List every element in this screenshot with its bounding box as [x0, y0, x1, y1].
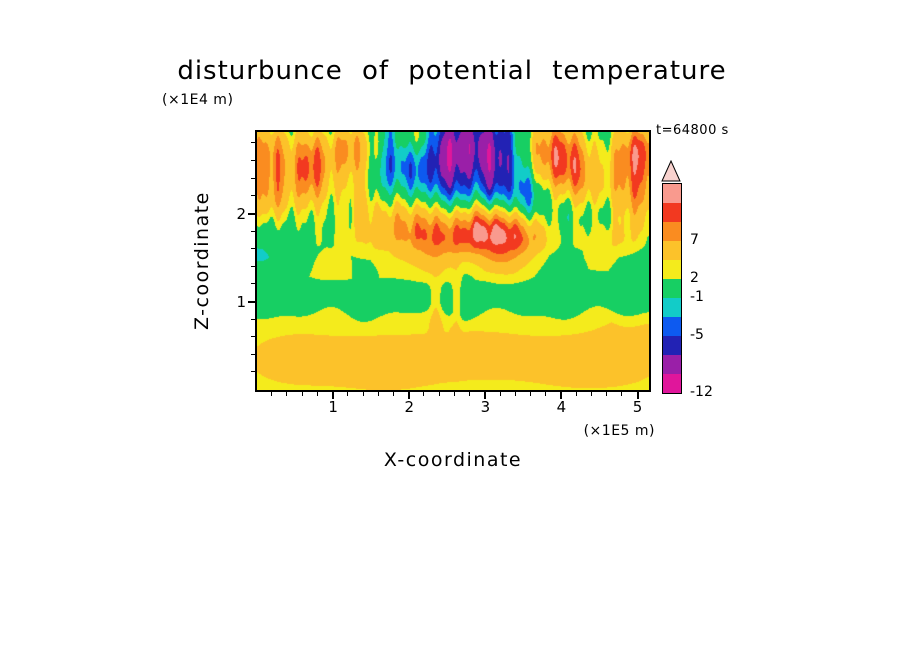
colorbar-segment	[663, 279, 681, 298]
time-annotation: t=64800 s	[656, 123, 729, 138]
x-minor-tick	[590, 392, 592, 396]
x-minor-tick	[469, 392, 471, 396]
colorbar-segment	[663, 374, 681, 393]
x-minor-tick	[621, 392, 623, 396]
x-major-tick	[560, 392, 563, 399]
colorbar-label: -12	[690, 384, 713, 400]
x-minor-tick	[575, 392, 577, 396]
x-axis-title: X-coordinate	[383, 449, 523, 471]
colorbar-segment	[663, 184, 681, 203]
y-minor-tick	[251, 160, 255, 162]
x-major-tick	[636, 392, 639, 399]
x-tick-label: 5	[632, 398, 643, 416]
colorbar-segment	[663, 317, 681, 336]
colorbar-segment	[663, 336, 681, 355]
colorbar-arrow-tip-icon	[661, 160, 681, 182]
y-minor-tick	[251, 230, 255, 232]
plot-frame	[255, 130, 651, 392]
x-tick-label: 3	[480, 398, 491, 416]
y-minor-tick	[251, 177, 255, 179]
colorbar-segment	[663, 355, 681, 374]
x-minor-tick	[423, 392, 425, 396]
y-minor-tick	[251, 318, 255, 320]
x-minor-tick	[286, 392, 288, 396]
colorbar	[662, 183, 682, 394]
y-axis-unit-label: (×1E4 m)	[162, 92, 234, 108]
y-minor-tick	[251, 248, 255, 250]
x-minor-tick	[316, 392, 318, 396]
colorbar-segment	[663, 298, 681, 317]
y-minor-tick	[251, 142, 255, 144]
colorbar-segment	[663, 222, 681, 241]
contour-canvas	[257, 132, 649, 390]
x-minor-tick	[530, 392, 532, 396]
y-minor-tick	[251, 265, 255, 267]
colorbar-segment	[663, 260, 681, 279]
x-minor-tick	[377, 392, 379, 396]
chart-title: disturbunce of potential temperature	[177, 56, 727, 86]
x-major-tick	[484, 392, 487, 399]
x-minor-tick	[499, 392, 501, 396]
colorbar-label: 7	[690, 232, 699, 248]
x-tick-label: 1	[328, 398, 338, 416]
colorbar-segment	[663, 203, 681, 222]
colorbar-segment	[663, 241, 681, 260]
y-major-tick	[248, 300, 255, 303]
colorbar-label: -5	[690, 327, 704, 343]
y-minor-tick	[251, 371, 255, 373]
x-axis-unit-label: (×1E5 m)	[583, 423, 655, 439]
x-minor-tick	[438, 392, 440, 396]
x-minor-tick	[271, 392, 273, 396]
x-major-tick	[408, 392, 411, 399]
colorbar-label: 2	[690, 270, 699, 286]
x-minor-tick	[545, 392, 547, 396]
y-tick-label: 1	[236, 292, 246, 311]
y-axis-title: Z-coordinate	[191, 191, 213, 331]
colorbar-label: -1	[690, 289, 704, 305]
x-tick-label: 4	[556, 398, 567, 416]
y-tick-label: 2	[236, 204, 246, 223]
x-minor-tick	[347, 392, 349, 396]
x-minor-tick	[453, 392, 455, 396]
y-minor-tick	[251, 283, 255, 285]
x-minor-tick	[393, 392, 394, 396]
x-major-tick	[332, 392, 335, 399]
x-tick-label: 2	[404, 398, 414, 416]
y-minor-tick	[251, 353, 255, 355]
x-minor-tick	[514, 392, 516, 396]
y-minor-tick	[251, 336, 255, 338]
y-minor-tick	[251, 195, 255, 197]
x-minor-tick	[606, 392, 608, 396]
x-minor-tick	[362, 392, 364, 396]
x-minor-tick	[301, 392, 303, 396]
y-major-tick	[248, 212, 255, 215]
